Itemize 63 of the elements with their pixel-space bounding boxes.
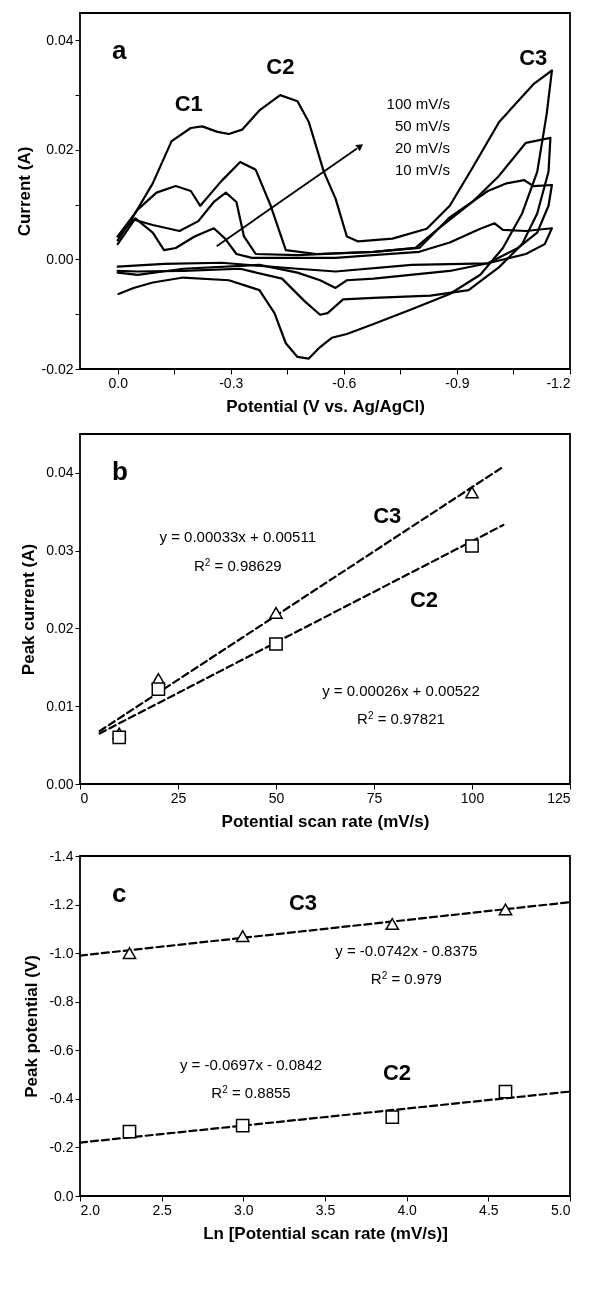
y-tick-label: 0.02: [46, 141, 74, 158]
annotation: y = -0.0697x - 0.0842: [179, 1056, 323, 1074]
annotation: C3: [373, 503, 402, 529]
y-tick-label: 0.04: [46, 464, 74, 481]
y-tick-label: -0.02: [41, 360, 74, 377]
x-tick-label: 25: [170, 789, 187, 806]
annotation: 50 mV/s: [394, 117, 450, 135]
annotation: C2: [266, 54, 295, 80]
y-tick-label: -0.8: [49, 993, 74, 1010]
y-tick-label: -0.2: [49, 1138, 74, 1155]
y-tick-label: -1.4: [49, 847, 74, 864]
x-tick-label: 4.0: [397, 1201, 418, 1218]
annotation: R$^{2}$ = 0.8855: [211, 1083, 291, 1101]
annotation: C2: [409, 586, 439, 612]
y-axis-title: Peak potential (V): [22, 955, 42, 1098]
x-tick-label: 75: [366, 789, 383, 806]
x-tick-label: -0.3: [219, 374, 244, 391]
y-tick-label: 0.00: [46, 775, 74, 792]
y-tick-label: -0.6: [49, 1041, 74, 1058]
annotation: R$^{2}$ = 0.979: [370, 969, 442, 987]
text: b: [112, 456, 128, 486]
y-tick-label: -0.4: [49, 1090, 74, 1107]
y-tick-label: 0.02: [46, 619, 74, 636]
annotation: y = 0.00033x + 0.00511: [159, 528, 317, 546]
y-tick-label: 0.04: [46, 31, 74, 48]
annotation: C2: [382, 1060, 412, 1086]
text: a: [112, 35, 127, 65]
y-tick-label: 0.03: [46, 542, 74, 559]
x-tick-label: 125: [547, 789, 571, 806]
y-axis-title: Peak current (A): [19, 543, 39, 676]
y-tick-label: -1.0: [49, 944, 74, 961]
x-tick-label: -0.6: [332, 374, 357, 391]
x-tick-label: -1.2: [546, 374, 571, 391]
text: c: [112, 878, 127, 908]
x-tick-label: 2.0: [80, 1201, 101, 1218]
x-axis-title: Potential (V vs. Ag/AgCl): [226, 396, 425, 416]
x-tick-label: 3.5: [315, 1201, 336, 1218]
x-tick-label: 2.5: [152, 1201, 173, 1218]
x-tick-label: 50: [268, 789, 285, 806]
annotation: 20 mV/s: [394, 139, 450, 157]
y-axis-title: Current (A): [14, 146, 34, 237]
y-tick-label: 0.01: [46, 697, 74, 714]
annotation: R$^{2}$ = 0.97821: [357, 709, 445, 727]
annotation: C3: [288, 889, 318, 915]
annotation: C1: [174, 91, 203, 117]
x-tick-label: 0.0: [108, 374, 129, 391]
x-tick-label: 5.0: [551, 1201, 571, 1218]
x-tick-label: 4.5: [479, 1201, 499, 1218]
x-axis-title: Potential scan rate (mV/s): [221, 811, 430, 831]
y-tick-label: 0.0: [54, 1187, 74, 1204]
x-tick-label: 3.0: [234, 1201, 254, 1218]
x-tick-label: -0.9: [445, 374, 470, 391]
annotation: 100 mV/s: [386, 95, 450, 113]
annotation: R$^{2}$ = 0.98629: [193, 556, 282, 574]
annotation: C3: [519, 44, 548, 70]
y-tick-label: -1.2: [49, 896, 74, 913]
x-tick-label: 100: [460, 789, 485, 806]
y-tick-label: 0.00: [46, 250, 74, 267]
annotation: y = 0.00026x + 0.00522: [322, 681, 480, 699]
x-tick-label: 0: [80, 789, 89, 806]
annotation: 10 mV/s: [394, 161, 450, 178]
x-axis-title: Ln [Potential scan rate (mV/s)]: [203, 1223, 448, 1243]
annotation: y = -0.0742x - 0.8375: [335, 942, 478, 960]
